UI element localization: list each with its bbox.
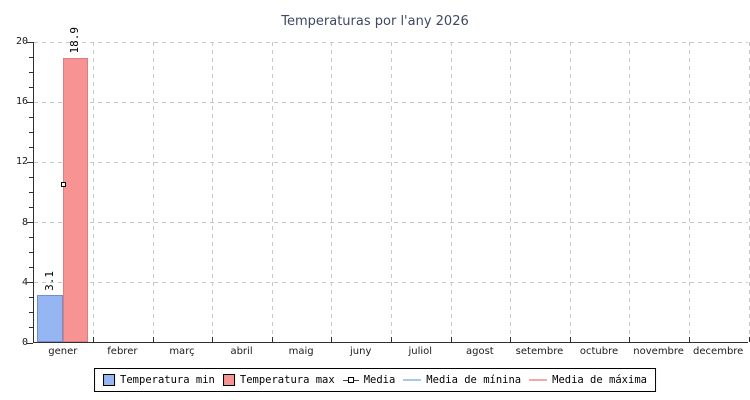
- x-axis-tick: [629, 337, 631, 342]
- bar-temperatura-max: [62, 57, 88, 342]
- x-axis-tick: [331, 337, 333, 342]
- x-axis-label: maig: [288, 346, 314, 357]
- y-axis-minor-tick: [29, 327, 33, 329]
- legend-item-temperatura-max: Temperatura max: [222, 374, 335, 386]
- y-axis-minor-tick: [29, 267, 33, 269]
- legend-label: Media de mínina: [426, 374, 522, 386]
- y-axis-minor-tick: [29, 71, 33, 73]
- y-axis-minor-tick: [29, 312, 33, 314]
- x-axis-tick: [569, 337, 571, 342]
- x-gridline: [510, 42, 512, 342]
- x-gridline: [569, 42, 571, 342]
- y-axis-minor-tick: [29, 237, 33, 239]
- x-gridline: [688, 42, 690, 342]
- x-axis-tick: [748, 337, 750, 342]
- x-gridline: [271, 42, 273, 342]
- plot-area: 3.1 18.9: [27, 27, 750, 344]
- x-axis-label: febrer: [107, 346, 138, 357]
- y-axis-major-tick: [27, 222, 33, 224]
- y-axis: 0 4 8 12 16 20: [0, 37, 30, 348]
- x-gridline: [212, 42, 214, 342]
- y-axis-major-tick: [27, 41, 33, 43]
- y-axis-label: 0: [21, 337, 28, 348]
- x-gridline: [629, 42, 631, 342]
- legend-label: Media: [363, 374, 396, 386]
- x-gridline: [391, 42, 392, 342]
- y-axis-label: 16: [15, 96, 28, 108]
- x-axis-label: juliol: [408, 346, 433, 357]
- x-axis-tick: [450, 337, 452, 342]
- x-axis: gener febrer març abril maig juny juliol agost s…: [33, 346, 748, 360]
- x-axis-label: juny: [350, 346, 372, 357]
- chart-title: Temperaturas por l'any 2026: [281, 14, 469, 29]
- legend: Temperatura min Temperatura max Media Media…: [94, 368, 656, 392]
- x-gridline: [331, 42, 333, 342]
- x-gridline: [152, 42, 154, 342]
- x-axis-label: abril: [230, 346, 253, 357]
- x-axis-label: novembre: [633, 346, 684, 357]
- legend-swatch-bar: [103, 374, 116, 386]
- legend-swatch-point-icon: [342, 376, 359, 384]
- x-axis-label: març: [169, 346, 195, 357]
- x-axis-tick: [152, 337, 154, 342]
- x-axis-tick: [391, 337, 392, 342]
- x-axis-tick: [271, 337, 273, 342]
- legend-label: Media de máxima: [552, 374, 647, 386]
- y-axis-label: 20: [15, 36, 28, 47]
- y-axis-minor-tick: [29, 176, 33, 178]
- x-axis-label: setembre: [515, 346, 564, 357]
- x-axis-label: agost: [466, 346, 494, 357]
- legend-swatch-bar: [222, 374, 235, 386]
- x-axis-label: decembre: [693, 346, 744, 357]
- y-axis-minor-tick: [29, 192, 33, 193]
- bar-temperatura-min: [37, 295, 63, 342]
- y-axis-minor-tick: [29, 207, 33, 209]
- x-gridline: [450, 42, 452, 342]
- y-axis-label: 12: [15, 156, 28, 168]
- x-axis-label: gener: [48, 346, 78, 357]
- y-axis-minor-tick: [29, 86, 33, 88]
- x-axis-tick: [688, 337, 690, 342]
- legend-item-media: Media: [342, 374, 396, 386]
- y-axis-major-tick: [27, 161, 33, 163]
- y-axis-major-tick: [27, 342, 33, 344]
- y-axis-minor-tick: [29, 56, 33, 58]
- y-axis-label: 4: [21, 276, 28, 288]
- legend-swatch-line: [403, 379, 422, 381]
- legend-item-temperatura-min: Temperatura min: [103, 374, 215, 386]
- y-axis-minor-tick: [29, 297, 33, 299]
- y-axis-minor-tick: [29, 116, 33, 118]
- x-axis-tick: [93, 337, 95, 342]
- x-axis-label: octubre: [579, 346, 619, 357]
- y-axis-minor-tick: [29, 252, 33, 254]
- legend-swatch-line: [529, 379, 548, 381]
- y-axis-minor-tick: [29, 146, 33, 148]
- y-axis-minor-tick: [29, 131, 33, 133]
- x-axis-tick: [510, 337, 512, 342]
- x-axis-tick: [212, 337, 214, 342]
- legend-point-square: [347, 377, 354, 383]
- legend-item-media-de-máxima: Media de máxima: [529, 374, 647, 386]
- bar-value-label: 18.9: [68, 27, 82, 54]
- legend-label: Temperatura min: [120, 374, 215, 386]
- legend-label: Temperatura max: [239, 374, 335, 386]
- x-gridline: [748, 42, 750, 342]
- x-gridline: [93, 42, 95, 342]
- y-axis-label: 8: [21, 216, 28, 228]
- bar-value-label: 3.1: [42, 271, 56, 292]
- media-point-marker: [61, 182, 67, 188]
- y-axis-major-tick: [27, 282, 33, 284]
- y-axis-major-tick: [27, 101, 33, 103]
- legend-item-media-de-mínina: Media de mínina: [403, 374, 521, 386]
